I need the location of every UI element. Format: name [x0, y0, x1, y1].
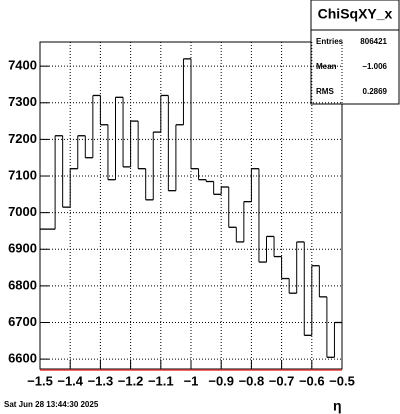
stats-frame [310, 0, 400, 105]
y-tick-label: 6700 [8, 314, 37, 329]
x-tick-label: −0.6 [299, 373, 325, 388]
stats-box: ChiSqXY_x [310, 0, 400, 105]
footer: Sat Jun 28 13:44:30 2025 [4, 400, 99, 409]
stats-label: Entries [316, 37, 344, 46]
stats-label: Mean [316, 62, 337, 71]
y-tick-label: 7100 [8, 167, 37, 182]
y-tick-label: 6600 [8, 351, 37, 366]
stats-label: RMS [316, 87, 334, 96]
x-tick-label: −0.5 [329, 373, 355, 388]
x-tick-label: −0.9 [208, 373, 234, 388]
y-tick-label: 6800 [8, 277, 37, 292]
stats-value: −1.006 [362, 62, 387, 71]
y-tick-label: 6900 [8, 241, 37, 256]
x-axis-label: η [333, 398, 342, 414]
y-tick-label: 7400 [8, 58, 37, 73]
x-tick-label: −1.2 [118, 373, 144, 388]
x-tick-label: −0.8 [239, 373, 265, 388]
y-tick-label: 7000 [8, 204, 37, 219]
stats-title: ChiSqXY_x [318, 6, 393, 22]
x-tick-label: −1.1 [148, 373, 174, 388]
x-tick-label: −1.5 [27, 373, 53, 388]
x-tick-label: −1 [184, 373, 199, 388]
x-tick-label: −0.7 [269, 373, 295, 388]
x-tick-label: −1.3 [88, 373, 114, 388]
y-tick-label: 7300 [8, 94, 37, 109]
stats-value: 0.2869 [363, 87, 388, 96]
y-tick-label: 7200 [8, 131, 37, 146]
x-tick-label: −1.4 [57, 373, 83, 388]
stats-value: 806421 [360, 37, 387, 46]
